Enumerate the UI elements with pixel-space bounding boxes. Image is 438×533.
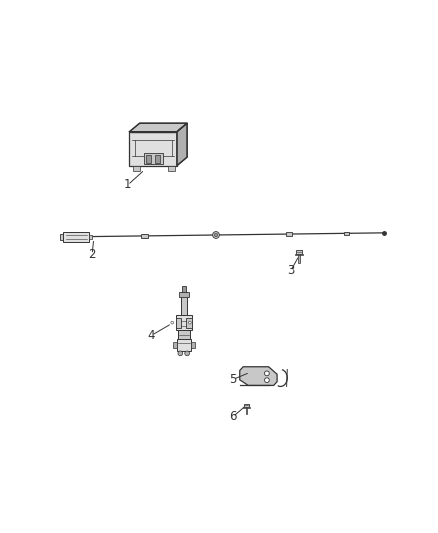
Circle shape (188, 321, 191, 324)
Bar (146, 156, 152, 163)
Bar (133, 166, 140, 171)
Text: 5: 5 (229, 373, 237, 386)
Circle shape (185, 351, 190, 356)
Polygon shape (240, 367, 277, 385)
Bar (286, 232, 292, 236)
Bar (244, 403, 249, 407)
Circle shape (265, 371, 269, 376)
Bar (179, 292, 189, 297)
Bar (169, 166, 175, 171)
Circle shape (265, 378, 269, 383)
Bar (191, 342, 195, 348)
Bar (182, 286, 186, 292)
Bar (344, 232, 349, 235)
Text: 2: 2 (88, 248, 96, 261)
Bar (63, 232, 88, 241)
Bar (296, 254, 303, 255)
Bar (173, 342, 177, 348)
Bar (129, 132, 177, 166)
Bar (178, 330, 190, 339)
Bar (176, 315, 192, 330)
Bar (298, 255, 300, 263)
Text: 6: 6 (229, 410, 237, 423)
Bar (60, 234, 64, 240)
Circle shape (212, 232, 219, 238)
Bar (181, 292, 187, 321)
Bar (187, 318, 192, 328)
Bar (244, 407, 250, 408)
Polygon shape (129, 123, 187, 132)
Bar (246, 408, 247, 414)
Polygon shape (177, 123, 187, 166)
Bar (144, 153, 162, 164)
Circle shape (214, 233, 218, 237)
Circle shape (171, 321, 173, 324)
Text: 4: 4 (148, 329, 155, 342)
Bar (176, 318, 181, 328)
Bar (296, 250, 302, 254)
Text: 3: 3 (287, 264, 294, 277)
Bar (177, 339, 191, 351)
Bar (155, 156, 159, 163)
Bar (88, 235, 92, 239)
Bar (141, 234, 148, 238)
Text: 1: 1 (124, 179, 131, 191)
Circle shape (178, 351, 183, 356)
